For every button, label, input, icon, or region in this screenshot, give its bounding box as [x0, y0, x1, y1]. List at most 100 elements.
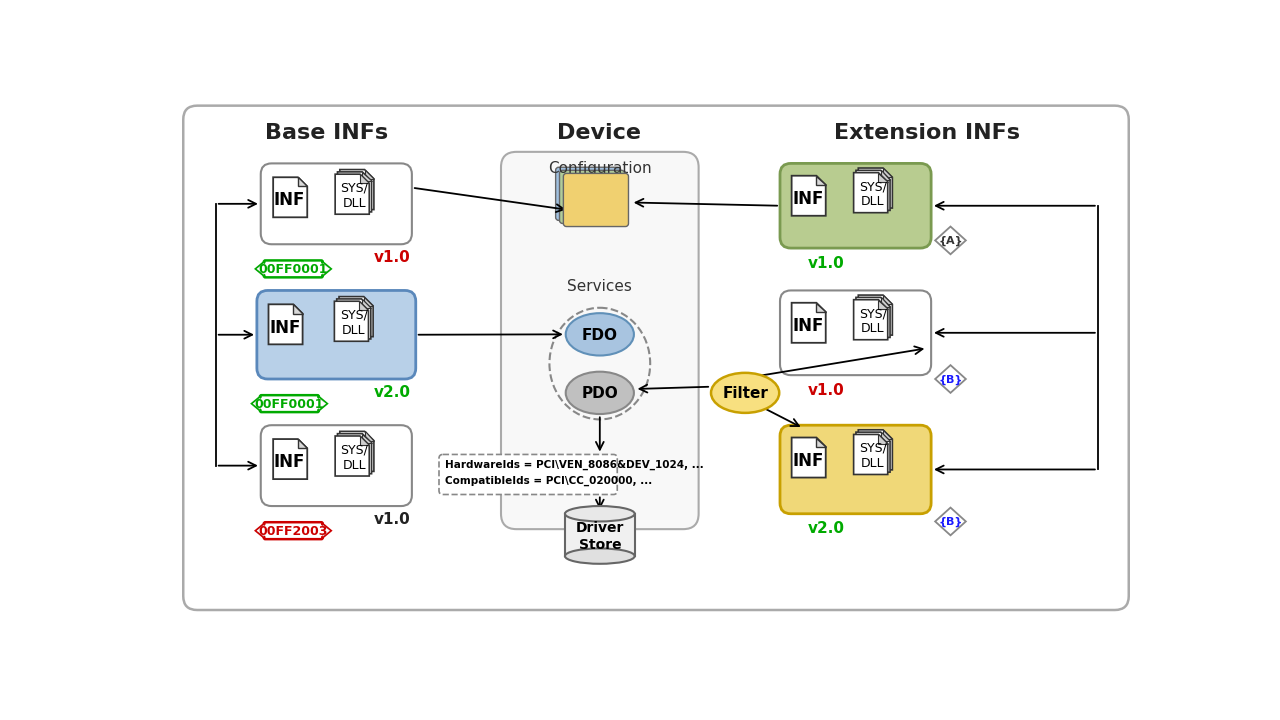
Text: INF: INF — [274, 454, 305, 472]
Polygon shape — [320, 263, 330, 275]
Polygon shape — [338, 172, 371, 212]
Polygon shape — [323, 261, 332, 276]
Text: Filter: Filter — [722, 386, 768, 401]
FancyBboxPatch shape — [780, 426, 931, 514]
Text: INF: INF — [792, 190, 823, 208]
Polygon shape — [817, 176, 826, 185]
FancyBboxPatch shape — [559, 171, 625, 223]
Text: Driver
Store: Driver Store — [576, 521, 625, 552]
Text: v1.0: v1.0 — [808, 256, 845, 271]
Ellipse shape — [564, 549, 635, 564]
Text: SYS/
DLL: SYS/ DLL — [859, 307, 887, 336]
Polygon shape — [859, 430, 892, 470]
Text: SYS/
DLL: SYS/ DLL — [859, 180, 887, 208]
Polygon shape — [257, 525, 266, 537]
Ellipse shape — [566, 313, 634, 356]
Polygon shape — [878, 434, 888, 444]
Text: INF: INF — [792, 451, 823, 469]
Polygon shape — [339, 297, 374, 337]
Text: v2.0: v2.0 — [374, 385, 411, 400]
Polygon shape — [854, 434, 888, 474]
FancyBboxPatch shape — [564, 514, 635, 556]
Polygon shape — [365, 169, 374, 179]
Polygon shape — [319, 396, 328, 411]
Polygon shape — [337, 299, 371, 339]
Polygon shape — [360, 436, 369, 445]
Polygon shape — [936, 365, 966, 393]
Polygon shape — [878, 300, 888, 309]
FancyBboxPatch shape — [264, 522, 323, 539]
Text: 00FF0001: 00FF0001 — [255, 397, 324, 410]
Text: SYS/
DLL: SYS/ DLL — [340, 181, 369, 210]
FancyBboxPatch shape — [261, 163, 412, 244]
Polygon shape — [791, 438, 826, 477]
Polygon shape — [364, 297, 374, 306]
Text: v1.0: v1.0 — [374, 512, 411, 527]
FancyBboxPatch shape — [261, 426, 412, 506]
Polygon shape — [339, 169, 374, 210]
FancyBboxPatch shape — [264, 261, 323, 277]
Polygon shape — [881, 171, 890, 179]
Polygon shape — [936, 227, 966, 254]
Polygon shape — [859, 295, 892, 335]
FancyBboxPatch shape — [183, 106, 1129, 610]
Text: SYS/
DLL: SYS/ DLL — [339, 309, 367, 337]
Polygon shape — [365, 431, 374, 441]
Text: v1.0: v1.0 — [808, 383, 845, 398]
Polygon shape — [883, 168, 892, 177]
Polygon shape — [883, 295, 892, 305]
Polygon shape — [361, 299, 371, 308]
Text: Services: Services — [567, 279, 632, 294]
Polygon shape — [362, 172, 371, 181]
Ellipse shape — [566, 372, 634, 414]
Polygon shape — [293, 305, 302, 313]
Polygon shape — [257, 263, 266, 275]
Polygon shape — [338, 433, 371, 474]
Polygon shape — [854, 173, 888, 212]
Text: Base INFs: Base INFs — [265, 122, 388, 143]
Polygon shape — [253, 397, 262, 410]
Polygon shape — [791, 176, 826, 216]
Polygon shape — [817, 438, 826, 446]
Polygon shape — [255, 261, 265, 276]
Ellipse shape — [564, 506, 635, 521]
FancyBboxPatch shape — [563, 174, 628, 227]
Polygon shape — [881, 432, 890, 441]
Polygon shape — [856, 432, 890, 472]
Polygon shape — [854, 300, 888, 340]
Text: FDO: FDO — [582, 328, 618, 343]
Polygon shape — [856, 171, 890, 210]
Polygon shape — [334, 301, 369, 341]
Polygon shape — [269, 305, 302, 344]
Text: v2.0: v2.0 — [808, 521, 845, 536]
Text: SYS/
DLL: SYS/ DLL — [859, 442, 887, 470]
Polygon shape — [883, 430, 892, 439]
Polygon shape — [298, 177, 307, 186]
Polygon shape — [362, 433, 371, 443]
Polygon shape — [316, 397, 326, 410]
Polygon shape — [298, 439, 307, 449]
FancyBboxPatch shape — [439, 454, 617, 495]
Text: Configuration: Configuration — [548, 161, 652, 176]
Polygon shape — [881, 297, 890, 307]
Text: SYS/
DLL: SYS/ DLL — [340, 444, 369, 472]
Text: CompatibleIds = PCI\CC_020000, ...: CompatibleIds = PCI\CC_020000, ... — [445, 475, 653, 486]
Text: 00FF2003: 00FF2003 — [259, 525, 328, 538]
Text: {B}: {B} — [938, 374, 963, 384]
FancyBboxPatch shape — [780, 163, 931, 248]
Text: Extension INFs: Extension INFs — [835, 122, 1020, 143]
Polygon shape — [335, 174, 369, 215]
Polygon shape — [273, 439, 307, 479]
Text: INF: INF — [269, 318, 301, 336]
Polygon shape — [878, 173, 888, 182]
Polygon shape — [856, 297, 890, 338]
Polygon shape — [335, 436, 369, 476]
Polygon shape — [320, 525, 330, 537]
Polygon shape — [936, 508, 966, 535]
FancyBboxPatch shape — [556, 167, 621, 220]
Text: PDO: PDO — [581, 386, 618, 401]
Polygon shape — [859, 168, 892, 208]
Text: HardwareIds = PCI\VEN_8086&DEV_1024, ...: HardwareIds = PCI\VEN_8086&DEV_1024, ... — [445, 460, 704, 470]
Polygon shape — [791, 303, 826, 343]
Polygon shape — [273, 177, 307, 217]
